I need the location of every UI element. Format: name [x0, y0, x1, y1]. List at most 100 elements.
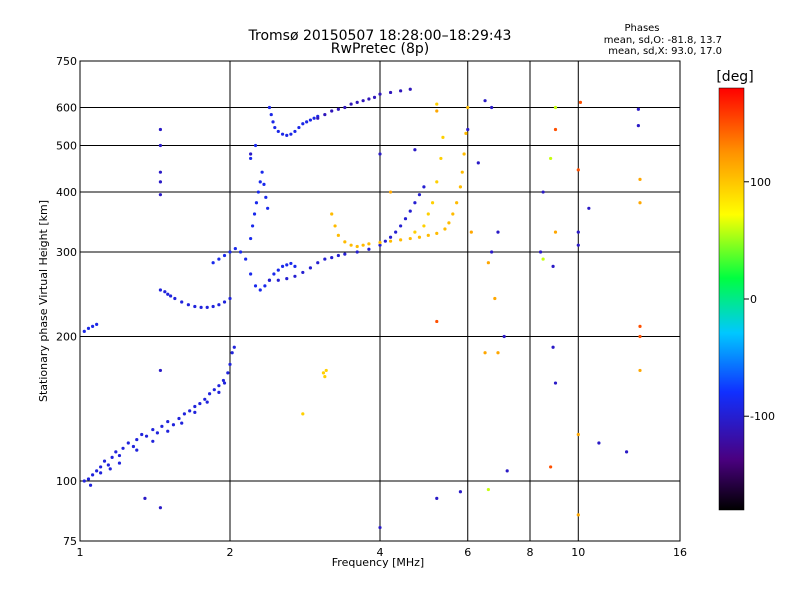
data-point	[378, 243, 382, 247]
data-point	[217, 303, 221, 307]
data-point	[102, 459, 107, 463]
data-point	[211, 304, 215, 309]
data-point	[443, 227, 447, 231]
data-point	[343, 240, 347, 244]
data-point	[417, 193, 422, 197]
data-point	[367, 97, 371, 101]
data-point	[486, 487, 490, 492]
data-point	[551, 264, 555, 268]
data-point	[193, 404, 197, 409]
data-point	[267, 105, 272, 110]
data-point	[505, 469, 509, 473]
data-point	[330, 109, 334, 113]
data-point	[193, 304, 197, 309]
data-point	[388, 239, 393, 243]
y-tick-label: 400	[56, 186, 77, 199]
data-point	[458, 490, 463, 494]
data-point	[244, 257, 248, 261]
data-point	[486, 261, 490, 265]
data-point	[399, 238, 403, 242]
data-point	[110, 455, 114, 460]
data-point	[228, 250, 232, 254]
data-point	[254, 201, 259, 205]
data-point	[260, 170, 264, 174]
data-point	[289, 132, 293, 136]
data-point	[638, 368, 642, 373]
data-point	[333, 224, 337, 228]
data-point	[349, 102, 353, 106]
data-point	[343, 252, 347, 256]
data-point	[253, 143, 258, 148]
data-point	[158, 127, 163, 132]
data-point	[271, 120, 275, 124]
data-point	[343, 105, 347, 110]
data-point	[91, 473, 95, 477]
data-point	[455, 201, 459, 205]
data-point	[336, 253, 340, 258]
data-point	[222, 300, 227, 304]
data-point	[276, 129, 280, 134]
data-point	[408, 87, 412, 91]
data-point	[82, 329, 86, 333]
data-point	[638, 324, 642, 328]
data-point	[636, 107, 640, 111]
data-point	[106, 463, 110, 467]
data-point	[388, 235, 393, 239]
data-point	[413, 201, 417, 205]
stats-heading: Phases	[624, 23, 659, 34]
data-point	[553, 105, 558, 110]
data-point	[86, 326, 91, 330]
data-point	[496, 351, 500, 355]
data-point	[435, 231, 439, 236]
data-point	[435, 496, 439, 501]
data-point	[549, 156, 553, 161]
data-point	[131, 444, 136, 449]
data-point	[228, 296, 232, 301]
data-point	[211, 261, 215, 265]
data-point	[308, 266, 313, 270]
data-point	[258, 288, 262, 292]
data-point	[249, 152, 253, 156]
data-point	[276, 268, 280, 272]
y-tick-label: 200	[56, 331, 77, 344]
data-point	[207, 392, 212, 396]
data-point	[551, 345, 555, 349]
data-point	[163, 290, 167, 294]
data-point	[483, 351, 487, 355]
data-point	[323, 112, 327, 117]
data-point	[205, 400, 209, 404]
data-point	[378, 525, 382, 530]
data-point	[250, 224, 255, 228]
data-point	[158, 368, 163, 373]
data-point	[378, 152, 382, 156]
data-point	[171, 423, 176, 427]
data-point	[198, 401, 202, 406]
data-point	[316, 261, 320, 265]
data-point	[403, 217, 408, 221]
data-point	[301, 122, 305, 126]
data-point	[388, 90, 393, 95]
data-point	[336, 107, 340, 111]
data-point	[253, 284, 258, 288]
data-point	[117, 453, 122, 458]
data-point	[273, 125, 277, 130]
data-point	[493, 296, 497, 301]
data-point	[636, 124, 640, 128]
data-point	[289, 261, 293, 266]
data-point	[180, 300, 184, 304]
data-point	[496, 230, 500, 234]
data-point	[99, 465, 103, 469]
data-point	[553, 230, 558, 234]
data-point	[435, 102, 439, 106]
colorbar-label: [deg]	[716, 69, 753, 85]
data-point	[158, 288, 163, 292]
data-point	[435, 319, 439, 324]
data-point	[166, 419, 170, 424]
data-point	[266, 206, 270, 210]
data-point	[451, 212, 455, 216]
data-point	[638, 177, 642, 182]
data-point	[372, 95, 377, 99]
data-point	[447, 221, 451, 225]
data-point	[249, 272, 253, 276]
